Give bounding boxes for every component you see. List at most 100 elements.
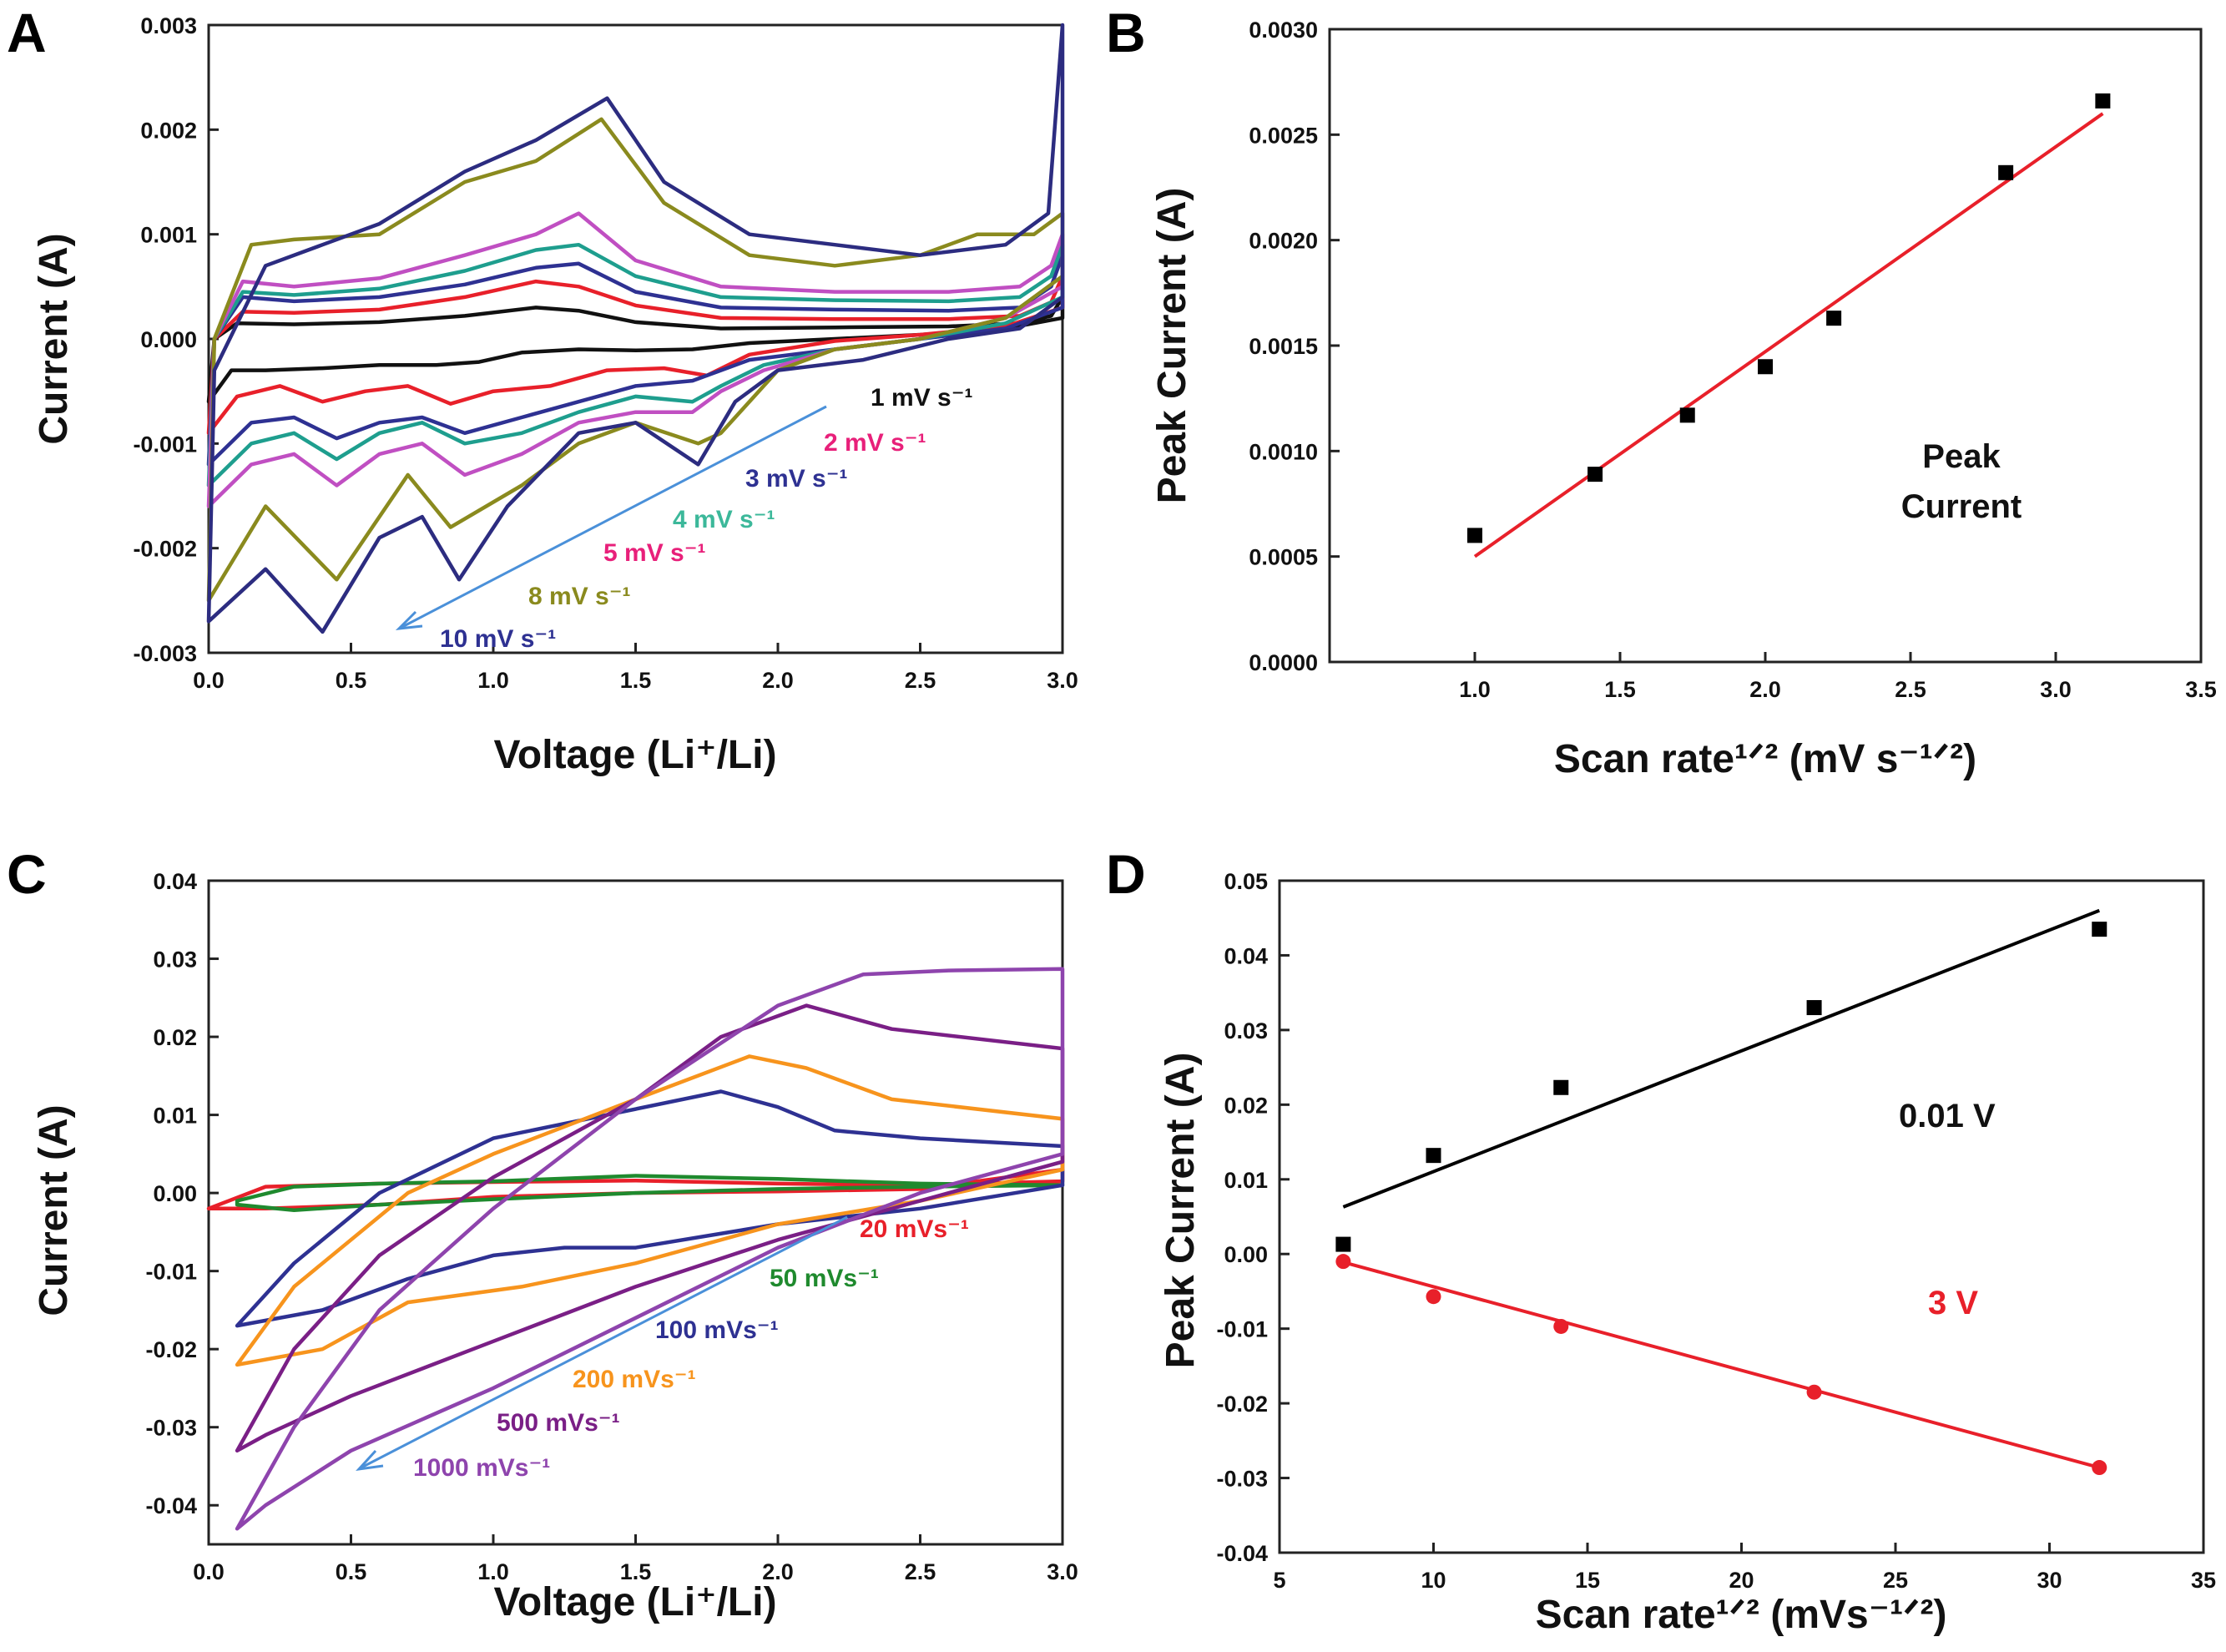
panel-d-data-point-0: [1806, 1000, 1822, 1016]
panel-b-annotation-line2: Current: [1901, 488, 2022, 525]
panel-c-ytick-label: -0.04: [145, 1493, 197, 1518]
panel-d-xtick-label: 5: [1273, 1568, 1285, 1593]
panel-b-data-point: [1826, 311, 1842, 326]
panel-a-series-line-4: [206, 211, 1065, 508]
panel-d-ytick-label: -0.04: [1216, 1541, 1268, 1566]
panel-a-ytick-label: 0.000: [140, 327, 197, 352]
panel-a-ytick-label: -0.002: [133, 537, 197, 562]
panel-b-ytick-label: 0.0000: [1249, 650, 1318, 675]
panel-b-marks: [1467, 93, 2111, 558]
panel-c-series-line-2: [235, 1089, 1065, 1328]
panel-c-plot-frame: [207, 879, 1064, 1546]
panel-b-xtick-label: 3.5: [2185, 677, 2217, 702]
panel-c-ytick-label: 0.03: [153, 947, 197, 973]
panel-c-label-100: 100 mVs⁻¹: [655, 1316, 779, 1344]
panel-a-ytick-label: 0.001: [140, 223, 197, 248]
panel-a-arrowhead: [395, 610, 423, 630]
panel-b-data-point: [2095, 93, 2111, 109]
panel-d-ylabel: Peak Current (A): [1158, 1053, 1203, 1369]
panel-a-series-line-2: [206, 253, 1065, 467]
panel-d-ytick-label: -0.03: [1216, 1467, 1268, 1492]
panel-d-ytick-label: -0.02: [1216, 1392, 1268, 1417]
panel-d-data-point-0: [1553, 1079, 1569, 1095]
panel-b-ylabel: Peak Current (A): [1150, 188, 1194, 504]
panel-d-xtick-label: 35: [2191, 1568, 2216, 1593]
panel-b-ytick-label: 0.0010: [1249, 439, 1318, 464]
panel-d-marks: [1335, 908, 2107, 1476]
panel-a-axes: 0.0 0.5 1.0 1.5 2.0 2.5 3.0 -0.003 -0.002 -0.001 0…: [133, 13, 1078, 693]
panel-d-xtick-label: 10: [1421, 1568, 1446, 1593]
panel-b-axes: 1.0 1.5 2.0 2.5 3.0 3.5 0.0000 0.0005 0.0010 0.00…: [1249, 18, 2216, 702]
panel-b-xtick-label: 1.0: [1459, 677, 1491, 702]
panel-d-data-point-0: [1335, 1236, 1351, 1252]
panel-a-xtick-label: 2.0: [762, 668, 794, 693]
panel-b-data-point: [1587, 467, 1603, 482]
panel-d-xtick-label: 25: [1883, 1568, 1908, 1593]
panel-b-xtick-label: 2.5: [1895, 677, 1926, 702]
panel-d-ytick-label: 0.01: [1224, 1168, 1268, 1193]
panel-d-plot-frame: [1278, 879, 2205, 1554]
panel-a-series-line-5: [206, 117, 1065, 603]
panel-d-data-point-0: [1426, 1148, 1441, 1164]
panel-c-label-500: 500 mVs⁻¹: [497, 1409, 620, 1437]
panel-c-xtick-label: 2.5: [905, 1559, 936, 1584]
panel-d-ytick-label: -0.01: [1216, 1317, 1268, 1342]
panel-c-xtick-label: 0.0: [193, 1559, 225, 1584]
panel-d-letter: D: [1106, 843, 1146, 905]
panel-d-fit-line-1: [1342, 1260, 2100, 1469]
panel-c-xlabel: Voltage (Li⁺/Li): [493, 1580, 776, 1624]
panel-b-plot-frame: [1328, 28, 2203, 664]
panel-d-fit-line-0: [1342, 908, 2101, 1209]
panel-a-label-1: 1 mV s⁻¹: [871, 384, 973, 412]
panel-a-letter: A: [7, 2, 47, 63]
panel-c-xtick-label: 1.5: [620, 1559, 652, 1584]
panel-b-annotation-line1: Peak: [1922, 438, 2001, 475]
panel-d-ytick-label: 0.03: [1224, 1018, 1268, 1043]
panel-d-xtick-label: 30: [2037, 1568, 2062, 1593]
panel-c-ytick-label: 0.04: [153, 869, 197, 894]
panel-b-data-point: [1998, 164, 2014, 180]
panel-a-ytick-label: -0.003: [133, 641, 197, 666]
panel-c-arrowhead: [356, 1449, 384, 1472]
panel-d-ytick-label: 0.04: [1224, 943, 1268, 968]
panel-c-label-50: 50 mVs⁻¹: [770, 1265, 879, 1292]
panel-b-xtick-label: 1.5: [1604, 677, 1636, 702]
panel-b-xtick-label: 3.0: [2040, 677, 2072, 702]
panel-d-ytick-label: 0.05: [1224, 869, 1268, 894]
panel-d-annotation-black: 0.01 V: [1899, 1098, 1996, 1134]
panel-a-label-2: 2 mV s⁻¹: [824, 429, 926, 457]
panel-a-label-8: 8 mV s⁻¹: [528, 583, 631, 610]
panel-d-data-point-1: [1335, 1254, 1351, 1270]
panel-b-xtick-label: 2.0: [1749, 677, 1781, 702]
panel-a-label-5: 5 mV s⁻¹: [603, 539, 706, 567]
panel-d-xlabel: Scan rate¹ᐟ² (mVs⁻¹ᐟ²): [1536, 1593, 1947, 1637]
panel-c-ytick-label: 0.00: [153, 1181, 197, 1206]
panel-b-xlabel: Scan rate¹ᐟ² (mV s⁻¹ᐟ²): [1554, 737, 1976, 781]
panel-a-xtick-label: 0.0: [193, 668, 225, 693]
panel-c-label-200: 200 mVs⁻¹: [573, 1366, 696, 1393]
panel-a-ylabel: Current (A): [32, 233, 76, 444]
panel-c-ytick-label: -0.01: [145, 1260, 197, 1285]
panel-d-ytick-label: 0.00: [1224, 1242, 1268, 1267]
panel-c-xtick-label: 2.0: [762, 1559, 794, 1584]
panel-d-data-point-1: [2092, 1460, 2107, 1476]
panel-a-xlabel: Voltage (Li⁺/Li): [493, 733, 776, 777]
panel-a-curves: [206, 23, 1065, 634]
panel-c-ylabel: Current (A): [32, 1104, 76, 1316]
panel-c-xtick-label: 1.0: [477, 1559, 509, 1584]
panel-a-label-4: 4 mV s⁻¹: [673, 506, 775, 533]
panel-a-xtick-label: 1.0: [477, 668, 509, 693]
panel-c-label-20: 20 mVs⁻¹: [860, 1215, 969, 1243]
panel-c-xtick-label: 3.0: [1047, 1559, 1078, 1584]
panel-b-ytick-label: 0.0005: [1249, 545, 1318, 570]
panel-a-series-line-6: [206, 23, 1065, 634]
panel-a-xtick-label: 2.5: [905, 668, 936, 693]
panel-b-data-point: [1467, 528, 1482, 543]
panel-d: D 5 10 15 20 25 30 35 -0.04 -0.03 -0.02 -0.01 0.00 0…: [1106, 843, 2216, 1637]
panel-c-curves: [206, 967, 1065, 1531]
panel-c-arrow: [361, 1215, 848, 1469]
panel-a: A 0.0 0.5 1.0 1.5 2.0 2.5 3.0 -0.003 -0.002 -0.00…: [7, 2, 1078, 777]
panel-c-ytick-label: 0.01: [153, 1104, 197, 1129]
panel-a-arrow: [400, 405, 827, 629]
